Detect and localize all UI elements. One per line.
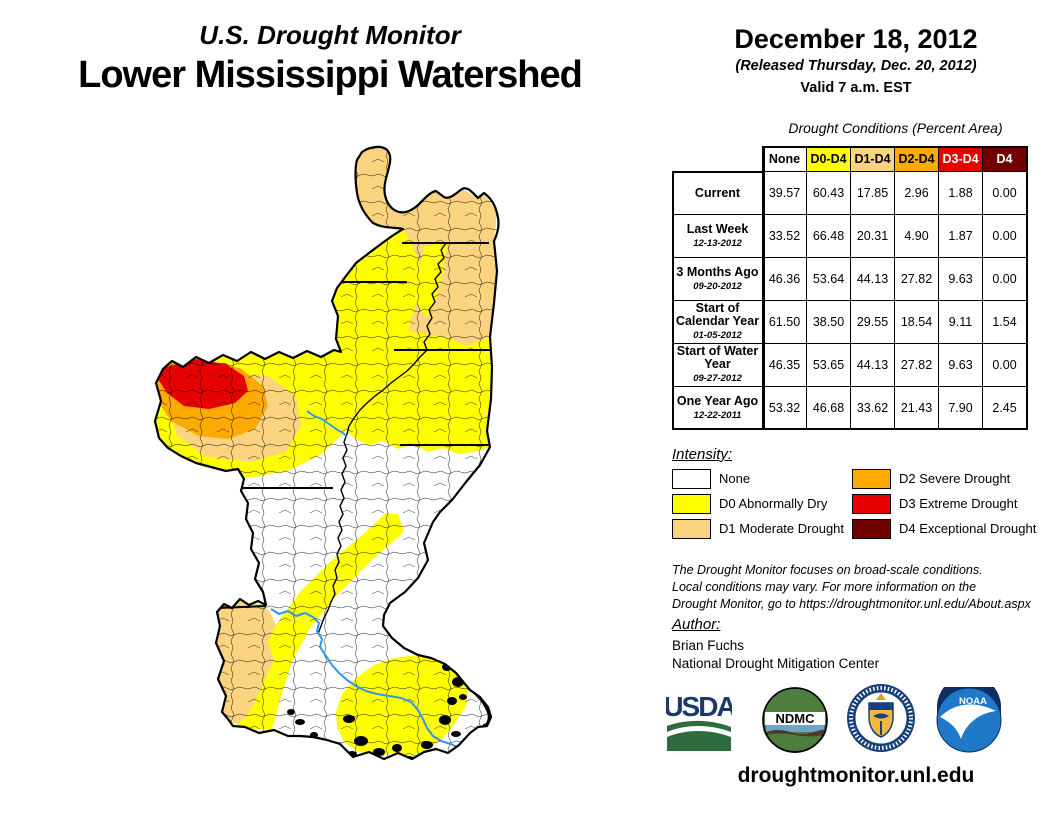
legend-label: D3 Extreme Drought xyxy=(899,496,1018,511)
table-row: 3 Months Ago 09-20-2012 46.36 53.64 44.13 27… xyxy=(672,257,1027,301)
noaa-wordmark: NOAA xyxy=(959,696,987,707)
swatch-none xyxy=(672,468,711,489)
release-date: (Released Thursday, Dec. 20, 2012) xyxy=(735,58,977,74)
state-borders xyxy=(217,242,496,609)
swatch-d0 xyxy=(672,493,711,514)
col-none: None xyxy=(762,146,807,172)
table-corner xyxy=(672,146,763,172)
ndmc-wordmark: NDMC xyxy=(776,711,816,726)
row-label: Start of Water Year xyxy=(676,344,759,371)
author-name: Brian Fuchs xyxy=(672,638,745,653)
swatch-d2 xyxy=(852,468,891,489)
row-date: 12-13-2012 xyxy=(693,237,742,249)
legend-item-d3: D3 Extreme Drought xyxy=(852,491,1032,516)
table-row: Last Week 12-13-2012 33.52 66.48 20.31 4.90 1… xyxy=(672,214,1027,258)
row-date: 12-22-2011 xyxy=(693,409,742,421)
author-heading: Author: xyxy=(672,616,721,633)
legend-title: Intensity: xyxy=(672,446,733,463)
map-date: December 18, 2012 xyxy=(734,24,978,54)
ndmc-logo: NDMC xyxy=(762,687,828,753)
watershed-outline xyxy=(153,145,500,761)
col-d3-d4: D3-D4 xyxy=(938,146,983,172)
usda-wordmark: USDA xyxy=(666,691,732,722)
author-organization: National Drought Mitigation Center xyxy=(672,656,880,671)
usda-logo: USDA xyxy=(666,691,732,751)
col-d4: D4 xyxy=(982,146,1027,172)
swatch-d3 xyxy=(852,493,891,514)
disclaimer-line-1: The Drought Monitor focuses on broad-sca… xyxy=(672,563,983,577)
table-row: Start of Calendar Year 01-05-2012 61.50 38… xyxy=(672,300,1027,344)
table-row: Current 39.57 60.43 17.85 2.96 1.88 0.00 xyxy=(672,171,1027,215)
drought-table: None D0-D4 D1-D4 D2-D4 D3-D4 D4 Current … xyxy=(672,146,1028,430)
arkansas-river xyxy=(306,410,348,438)
legend-item-d2: D2 Severe Drought xyxy=(852,466,1032,491)
col-d2-d4: D2-D4 xyxy=(894,146,939,172)
page-subtitle: Lower Mississippi Watershed xyxy=(78,54,583,96)
commerce-seal-logo xyxy=(847,684,915,752)
row-label: One Year Ago xyxy=(676,393,759,408)
noaa-logo: NOAA xyxy=(936,687,1002,753)
map-fill-layers xyxy=(155,146,499,759)
lower-mississippi-river xyxy=(270,608,468,754)
legend-label: D1 Moderate Drought xyxy=(719,521,845,536)
legend-item-none: None xyxy=(672,466,852,491)
disclaimer-line-2: Local conditions may vary. For more info… xyxy=(672,580,977,594)
col-d0-d4: D0-D4 xyxy=(806,146,851,172)
swatch-d4 xyxy=(852,518,891,539)
row-date: 09-27-2012 xyxy=(693,373,742,384)
row-label: Last Week xyxy=(686,221,749,236)
legend-column-2: D2 Severe Drought D3 Extreme Drought D4 … xyxy=(852,466,1036,541)
legend-item-d4: D4 Exceptional Drought xyxy=(852,516,1036,541)
disclaimer-line-3: Drought Monitor, go to https://droughtmo… xyxy=(672,597,1031,611)
legend-label: None xyxy=(719,471,751,486)
legend-label: D4 Exceptional Drought xyxy=(899,521,1037,536)
legend-item-d0: D0 Abnormally Dry xyxy=(672,491,852,516)
table-row: Start of Water Year 09-27-2012 46.35 53.65… xyxy=(672,343,1027,387)
legend-label: D0 Abnormally Dry xyxy=(719,496,828,511)
row-date: 09-20-2012 xyxy=(693,280,742,292)
col-d1-d4: D1-D4 xyxy=(850,146,895,172)
drought-map xyxy=(153,145,500,761)
legend-label: D2 Severe Drought xyxy=(899,471,1011,486)
swatch-d1 xyxy=(672,518,711,539)
table-row: One Year Ago 12-22-2011 53.32 46.68 33.62 21… xyxy=(672,386,1027,430)
row-label: 3 Months Ago xyxy=(676,264,759,279)
legend-item-d1: D1 Moderate Drought xyxy=(672,516,852,541)
row-label: Current xyxy=(694,185,741,200)
legend-column-1: None D0 Abnormally Dry D1 Moderate Droug… xyxy=(672,466,852,541)
row-label: Start of Calendar Year xyxy=(675,301,760,328)
site-url: droughtmonitor.unl.edu xyxy=(737,764,975,787)
table-header-row: None D0-D4 D1-D4 D2-D4 D3-D4 D4 xyxy=(672,146,1027,172)
page-title: U.S. Drought Monitor xyxy=(199,20,461,50)
table-caption: Drought Conditions (Percent Area) xyxy=(788,120,1003,136)
valid-time: Valid 7 a.m. EST xyxy=(800,80,912,96)
row-date: 01-05-2012 xyxy=(693,330,742,341)
mississippi-river-upper xyxy=(317,242,447,635)
